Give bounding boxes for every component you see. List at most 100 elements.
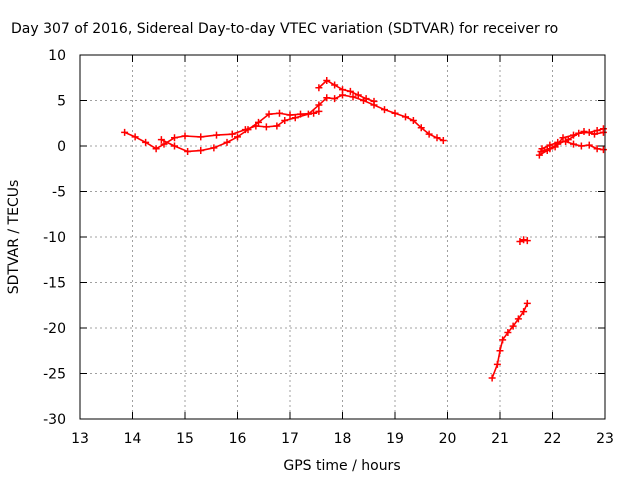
data-point xyxy=(402,113,409,121)
data-point xyxy=(409,117,417,125)
data-point xyxy=(509,322,517,330)
data-point xyxy=(570,140,577,148)
data-point xyxy=(488,374,496,382)
data-point xyxy=(559,134,567,142)
data-point xyxy=(265,110,273,118)
y-axis-title: SDTVAR / TECUs xyxy=(6,180,22,295)
data-point xyxy=(599,146,607,154)
data-point xyxy=(551,143,559,151)
data-point xyxy=(223,138,231,146)
data-point xyxy=(323,76,331,84)
x-tick-label: 23 xyxy=(596,431,614,447)
data-point xyxy=(291,114,299,122)
data-point xyxy=(171,134,178,142)
data-point xyxy=(315,84,323,92)
data-point xyxy=(381,106,388,114)
data-point xyxy=(370,97,378,105)
data-point xyxy=(543,147,551,155)
data-point xyxy=(244,126,252,134)
data-point xyxy=(157,136,165,144)
chart-title: Day 307 of 2016, Sidereal Day-to-day VTE… xyxy=(11,21,558,37)
data-point xyxy=(520,236,528,244)
y-tick-label: -10 xyxy=(43,230,66,246)
data-point xyxy=(228,130,236,138)
data-point xyxy=(273,122,281,130)
x-tick-label: 22 xyxy=(544,431,562,447)
data-point xyxy=(131,133,139,141)
data-point xyxy=(417,124,425,132)
series-layer xyxy=(121,76,607,382)
data-point xyxy=(181,132,189,140)
data-point xyxy=(439,137,447,145)
data-point xyxy=(346,87,354,95)
series-track-g xyxy=(538,137,607,154)
data-point xyxy=(262,123,270,131)
data-point xyxy=(546,141,554,149)
y-tick-label: -15 xyxy=(43,276,66,292)
data-point xyxy=(234,133,241,141)
y-tick-label: 10 xyxy=(48,48,66,64)
y-tick-label: -25 xyxy=(43,367,66,383)
x-tick-label: 14 xyxy=(124,431,142,447)
data-point xyxy=(197,133,205,141)
data-point xyxy=(152,145,160,153)
data-point xyxy=(339,86,346,94)
data-point xyxy=(331,81,339,89)
data-point xyxy=(538,145,546,153)
x-tick-label: 16 xyxy=(229,431,247,447)
data-point xyxy=(210,144,218,152)
series-track-a xyxy=(121,91,447,153)
data-point xyxy=(593,145,601,153)
data-point xyxy=(504,329,512,337)
data-point xyxy=(160,140,168,148)
series-track-e xyxy=(516,236,531,246)
x-tick-label: 13 xyxy=(71,431,89,447)
x-tick-label: 17 xyxy=(281,431,299,447)
y-tick-label: 0 xyxy=(57,139,66,155)
series-track-b xyxy=(157,107,323,155)
data-point xyxy=(276,109,283,117)
data-point xyxy=(213,131,220,139)
data-point xyxy=(577,142,585,150)
data-point xyxy=(580,127,588,135)
data-point xyxy=(570,131,577,139)
data-point xyxy=(523,237,531,245)
data-point xyxy=(514,315,522,323)
grid xyxy=(80,55,605,419)
data-point xyxy=(591,130,598,138)
data-point xyxy=(310,109,318,117)
data-point xyxy=(255,118,262,126)
series-track-c xyxy=(315,76,378,105)
x-tick-label: 19 xyxy=(386,431,404,447)
data-point xyxy=(562,137,570,145)
data-point xyxy=(171,142,178,150)
data-point xyxy=(315,101,323,109)
data-point xyxy=(520,308,528,316)
x-tick-label: 21 xyxy=(491,431,509,447)
x-axis-title: GPS time / hours xyxy=(283,458,400,474)
x-tick-label: 18 xyxy=(334,431,352,447)
axis-ticks: 13 14 15 16 17 18 19 20 21 22 23 -30 -25 -20 -15 -10 -5 0… xyxy=(43,48,614,447)
data-point xyxy=(499,336,507,344)
data-point xyxy=(496,347,504,355)
data-point xyxy=(354,91,362,99)
series-track-h xyxy=(535,127,607,159)
y-tick-label: -5 xyxy=(52,185,66,201)
data-point xyxy=(197,147,205,155)
data-point xyxy=(425,130,433,138)
x-tick-label: 20 xyxy=(439,431,457,447)
data-point xyxy=(142,138,150,146)
data-point xyxy=(349,93,357,101)
data-point xyxy=(493,360,501,368)
data-point xyxy=(599,128,607,136)
data-point xyxy=(433,134,441,142)
x-tick-label: 15 xyxy=(176,431,194,447)
data-point xyxy=(585,141,593,149)
data-point xyxy=(523,299,531,307)
y-tick-label: -20 xyxy=(43,321,66,337)
y-tick-label: -30 xyxy=(43,412,66,428)
data-point xyxy=(281,117,289,125)
data-point xyxy=(315,107,323,115)
y-tick-label: 5 xyxy=(57,94,66,110)
